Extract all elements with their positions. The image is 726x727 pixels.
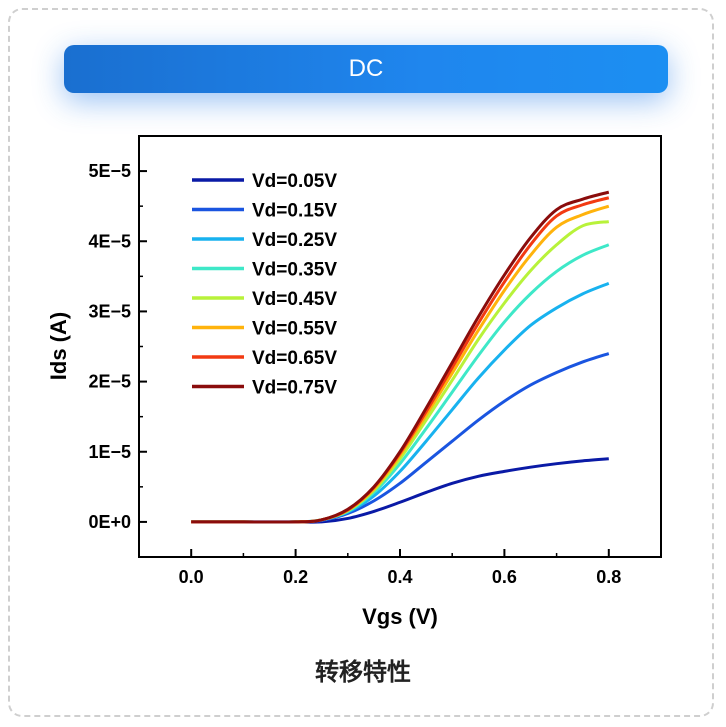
legend-label: Vd=0.65V — [252, 348, 337, 369]
card-frame — [8, 8, 714, 717]
y-tick-label: 0E+0 — [88, 512, 131, 532]
y-tick-label: 1E−5 — [88, 442, 131, 462]
chart-caption: 转移特性 — [315, 658, 411, 686]
y-tick-label: 2E−5 — [88, 372, 131, 392]
series-line-8 — [191, 190, 610, 524]
series-line-1 — [191, 457, 609, 524]
banner-title: DC — [64, 45, 668, 93]
legend-label: Vd=0.55V — [252, 319, 337, 340]
legend-label: Vd=0.25V — [252, 230, 337, 251]
x-tick-label: 0.0 — [179, 567, 204, 587]
legend-label: Vd=0.35V — [252, 260, 337, 281]
x-tick-label: 0.4 — [387, 567, 412, 587]
legend-label: Vd=0.45V — [252, 289, 337, 310]
y-tick-label: 5E−5 — [88, 161, 131, 181]
legend-label: Vd=0.75V — [252, 378, 337, 399]
y-tick-label: 4E−5 — [88, 231, 131, 251]
legend-label: Vd=0.15V — [252, 201, 337, 222]
x-tick-label: 0.8 — [596, 567, 621, 587]
legend-label: Vd=0.05V — [252, 171, 337, 192]
y-axis-label: Ids (A) — [46, 312, 71, 380]
y-tick-label: 3E−5 — [88, 301, 131, 321]
x-axis-label: Vgs (V) — [362, 604, 438, 629]
x-tick-label: 0.6 — [492, 567, 517, 587]
x-tick-label: 0.2 — [283, 567, 308, 587]
